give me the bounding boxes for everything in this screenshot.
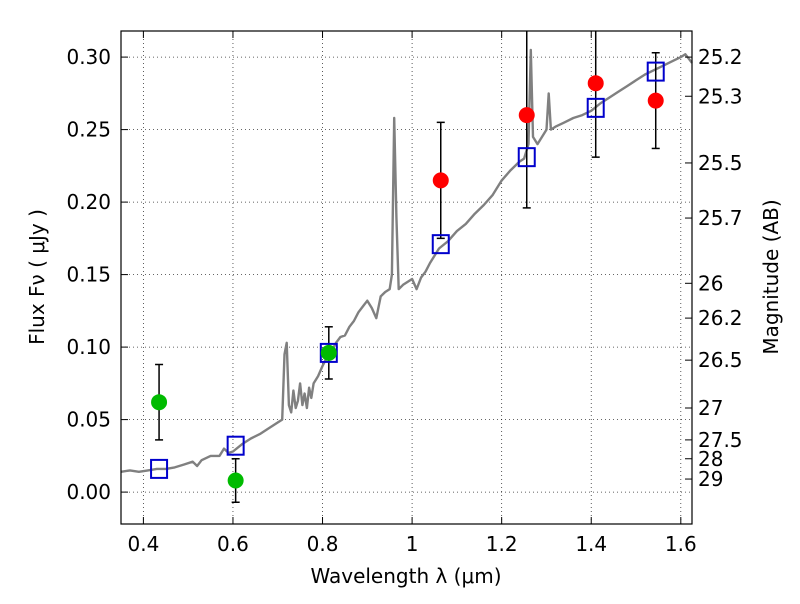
marker-layer bbox=[150, 61, 665, 489]
x-tick-label: 1 bbox=[406, 532, 419, 556]
mag-tick-label: 26.2 bbox=[698, 306, 743, 330]
x-tick-label: 0.4 bbox=[127, 532, 159, 556]
model-square-point bbox=[150, 458, 169, 479]
mag-tick-label: 27.5 bbox=[698, 428, 743, 452]
model-square-point bbox=[586, 97, 605, 118]
grid-layer bbox=[121, 31, 692, 524]
x-axis-label: Wavelength λ (μm) bbox=[310, 564, 501, 588]
mag-tick-label: 26 bbox=[698, 271, 723, 295]
mag-tick-label: 26.5 bbox=[698, 348, 743, 372]
observed-point bbox=[227, 472, 244, 489]
y-tick-label: 0.10 bbox=[66, 335, 111, 359]
y-tick-label: 0.15 bbox=[66, 263, 111, 287]
mag-tick-label: 25.2 bbox=[698, 45, 743, 69]
spectrum-line bbox=[120, 48, 693, 473]
observed-point bbox=[432, 172, 449, 189]
x-tick-label: 1.2 bbox=[486, 532, 518, 556]
y-tick-label: 0.00 bbox=[66, 480, 111, 504]
y2-axis-label: Magnitude (AB) bbox=[759, 199, 783, 354]
mag-tick-label: 28 bbox=[698, 447, 723, 471]
observed-point bbox=[320, 344, 337, 361]
model-square-point bbox=[646, 61, 665, 82]
observed-point bbox=[518, 107, 535, 124]
plot-frame bbox=[120, 30, 693, 525]
spectrum-layer bbox=[120, 48, 693, 473]
mag-tick-label: 25.7 bbox=[698, 206, 743, 230]
errorbar-layer bbox=[155, 31, 660, 503]
y-tick-label: 0.05 bbox=[66, 408, 111, 432]
model-square-point bbox=[517, 147, 536, 168]
y-tick-label: 0.25 bbox=[66, 118, 111, 142]
y-axis-label: Flux Fν ( μJy ) bbox=[25, 209, 49, 345]
x-tick-label: 0.6 bbox=[217, 532, 249, 556]
mag-tick-label: 25.5 bbox=[698, 151, 743, 175]
y-tick-label: 0.20 bbox=[66, 190, 111, 214]
observed-point bbox=[647, 92, 664, 109]
y-tick-label: 0.30 bbox=[66, 45, 111, 69]
x-tick-label: 0.8 bbox=[307, 532, 339, 556]
x-tick-label: 1.4 bbox=[575, 532, 607, 556]
observed-point bbox=[587, 75, 604, 92]
mag-tick-label: 25.3 bbox=[698, 84, 743, 108]
mag-tick-label: 29 bbox=[698, 467, 723, 491]
observed-point bbox=[151, 394, 168, 411]
tick-layer: 0.4 0.6 0.8 1 1.2 1.4 1.6 0.00 0.05 0.10 0.15 0.20 0… bbox=[66, 31, 743, 556]
model-square-point bbox=[226, 435, 245, 456]
mag-tick-label: 27 bbox=[698, 396, 723, 420]
model-square-point bbox=[431, 234, 450, 255]
x-tick-label: 1.6 bbox=[665, 532, 697, 556]
